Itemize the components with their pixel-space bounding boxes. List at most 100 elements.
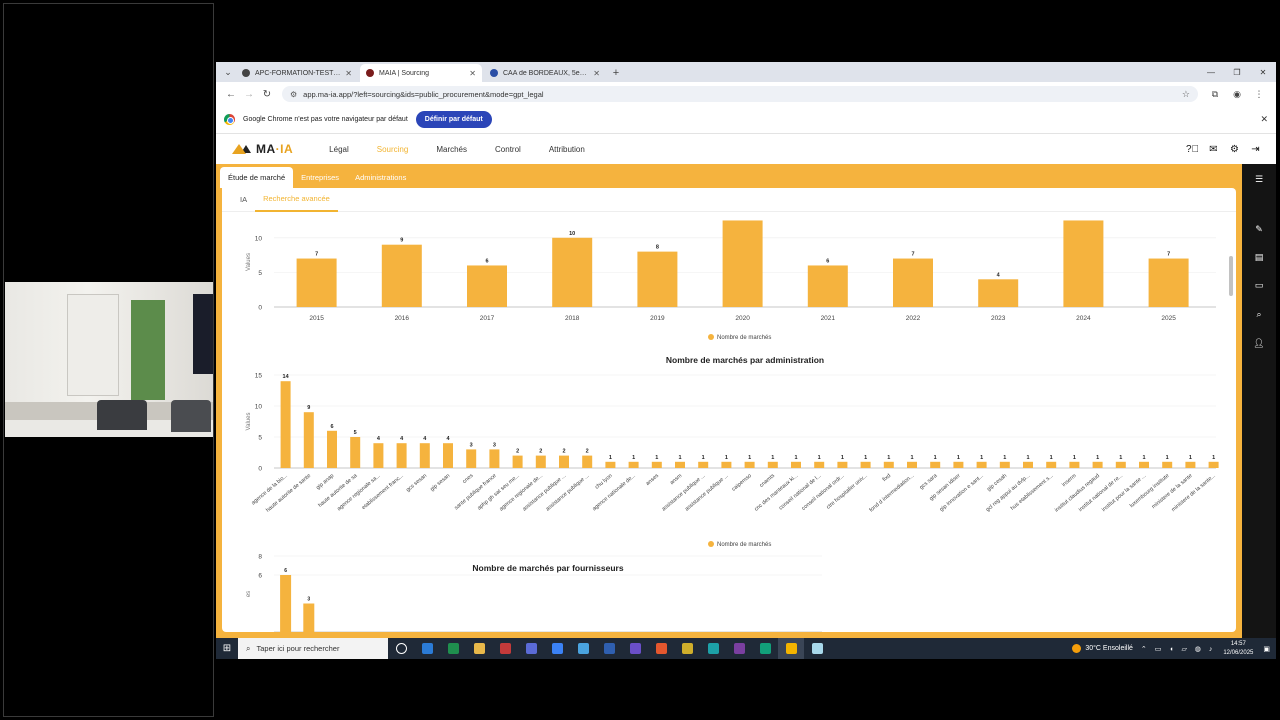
bar[interactable] xyxy=(893,258,933,307)
bar[interactable] xyxy=(327,430,337,468)
bar[interactable] xyxy=(280,381,291,468)
bar[interactable] xyxy=(953,461,964,468)
bar[interactable] xyxy=(1208,461,1219,468)
url-field[interactable]: ⚙ app.ma-ia.app/?left=sourcing&ids=publi… xyxy=(282,86,1198,102)
bar[interactable] xyxy=(807,265,848,307)
bar[interactable] xyxy=(1023,461,1033,468)
taskbar-app-icon[interactable] xyxy=(466,638,492,659)
bar[interactable] xyxy=(467,265,507,307)
bar[interactable] xyxy=(303,603,315,633)
tray-icons[interactable]: ⌃ ▭ ◖ ▱ ◍ ♪ xyxy=(1140,645,1216,653)
taskbar-app-icon[interactable] xyxy=(674,638,700,659)
logout-icon[interactable]: ⇥ xyxy=(1251,143,1260,155)
bar[interactable] xyxy=(744,461,755,468)
hamburger-menu-icon[interactable]: ☰ xyxy=(1254,174,1264,184)
clock[interactable]: 14:57 12/06/2025 xyxy=(1223,640,1253,658)
tab-close-icon[interactable]: ✕ xyxy=(469,68,476,78)
bar[interactable] xyxy=(1063,220,1104,307)
bar[interactable] xyxy=(675,461,685,468)
taskbar-app-icon[interactable] xyxy=(440,638,466,659)
taskbar-app-icon[interactable] xyxy=(778,638,804,659)
bar[interactable] xyxy=(280,575,292,632)
site-info-icon[interactable]: ⚙ xyxy=(290,89,298,99)
edit-document-icon[interactable]: ✎ xyxy=(1255,224,1263,234)
subtab-2[interactable]: Administrations xyxy=(355,173,407,182)
bookmark-star-icon[interactable]: ☆ xyxy=(1181,88,1190,99)
reload-icon[interactable]: ↻ xyxy=(262,88,272,100)
weather-text[interactable]: 30°C Ensoleillé xyxy=(1085,645,1133,652)
bar[interactable] xyxy=(419,443,430,468)
mail-icon[interactable]: ✉ xyxy=(1209,143,1218,155)
bar[interactable] xyxy=(582,455,593,468)
bar[interactable] xyxy=(698,461,709,468)
bar[interactable] xyxy=(860,461,871,468)
taskbar-app-icon[interactable] xyxy=(700,638,726,659)
bar[interactable] xyxy=(443,443,453,468)
bar[interactable] xyxy=(722,220,763,307)
bar[interactable] xyxy=(1069,461,1080,468)
tab-search-icon[interactable]: ⌄ xyxy=(224,66,232,77)
subtab-0[interactable]: Étude de marché xyxy=(220,167,294,188)
menu-item-0[interactable]: Légal xyxy=(329,144,349,154)
bar[interactable] xyxy=(1092,461,1103,468)
bar[interactable] xyxy=(883,461,894,468)
id-card-icon[interactable]: ▭ xyxy=(1254,280,1264,290)
bar[interactable] xyxy=(350,437,361,468)
user-icon[interactable]: 👤︎ xyxy=(1253,338,1265,348)
bar[interactable] xyxy=(512,455,523,468)
browser-tab[interactable]: CAA de BORDEAUX, 5eme cha✕ xyxy=(484,64,606,82)
browser-tab[interactable]: MAIA | Sourcing ✕ xyxy=(360,64,482,82)
legend-marker[interactable] xyxy=(708,541,714,547)
bar[interactable] xyxy=(489,449,500,468)
taskbar-app-icon[interactable] xyxy=(492,638,518,659)
bar[interactable] xyxy=(767,461,778,468)
taskbar-app-icon[interactable] xyxy=(648,638,674,659)
bar[interactable] xyxy=(1139,461,1149,468)
maia-logo[interactable]: MA·IA xyxy=(232,142,293,156)
windows-start-icon[interactable]: ⊞ xyxy=(222,643,232,654)
legend-marker[interactable] xyxy=(708,334,714,340)
bar[interactable] xyxy=(559,455,569,468)
taskbar-app-icon[interactable] xyxy=(414,638,440,659)
browser-menu-icon[interactable]: ⋮ xyxy=(1254,88,1264,99)
menu-item-1[interactable]: Sourcing xyxy=(376,144,409,154)
back-icon[interactable]: ← xyxy=(226,88,236,100)
bar[interactable] xyxy=(1185,461,1196,468)
bar[interactable] xyxy=(791,461,801,468)
extensions-icon[interactable]: ⧉ xyxy=(1211,88,1219,99)
bar[interactable] xyxy=(552,237,593,307)
taskbar-search-input[interactable]: ⌕ Taper ici pour rechercher xyxy=(238,638,388,659)
bar[interactable] xyxy=(814,461,825,468)
tab-close-icon[interactable]: ✕ xyxy=(593,68,600,78)
bar[interactable] xyxy=(637,251,678,307)
tab-close-icon[interactable]: ✕ xyxy=(345,68,352,78)
taskbar-app-icon[interactable] xyxy=(752,638,778,659)
bar[interactable] xyxy=(1046,461,1057,468)
bar[interactable] xyxy=(907,461,917,468)
bar[interactable] xyxy=(1148,258,1189,307)
folder-icon[interactable]: ▤ xyxy=(1254,252,1264,262)
notifications-icon[interactable]: ▣ xyxy=(1263,645,1270,653)
bar[interactable] xyxy=(605,461,616,468)
bar[interactable] xyxy=(373,443,384,468)
new-tab-button[interactable]: + xyxy=(612,67,620,79)
profile-icon[interactable]: ◉ xyxy=(1233,88,1241,99)
taskbar-app-icon[interactable] xyxy=(544,638,570,659)
taskbar-app-icon[interactable] xyxy=(622,638,648,659)
taskbar-app-icon[interactable] xyxy=(596,638,622,659)
taskbar-app-icon[interactable] xyxy=(388,638,414,659)
innertab-1[interactable]: Recherche avancée xyxy=(255,188,338,212)
bar[interactable] xyxy=(296,258,337,307)
scrollbar-thumb[interactable] xyxy=(1229,256,1233,296)
search-icon[interactable]: ⌕ xyxy=(1256,309,1262,319)
set-default-button[interactable]: Définir par défaut xyxy=(415,111,492,128)
close-window-icon[interactable]: ✕ xyxy=(1259,67,1267,77)
forward-icon[interactable]: → xyxy=(244,88,254,100)
content-scrollbar[interactable] xyxy=(1229,218,1234,628)
minimize-icon[interactable]: — xyxy=(1207,67,1215,77)
bar[interactable] xyxy=(721,461,732,468)
help-icon[interactable]: ?⃝ xyxy=(1185,143,1200,155)
innertab-0[interactable]: IA xyxy=(240,195,248,204)
settings-gear-icon[interactable]: ⚙ xyxy=(1230,143,1239,155)
bar[interactable] xyxy=(381,244,422,307)
